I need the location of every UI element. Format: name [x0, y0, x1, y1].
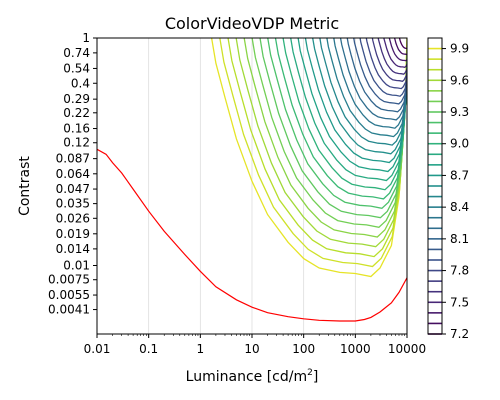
contour-line [359, 38, 407, 97]
colorbar-tick-label: 8.4 [450, 200, 469, 214]
y-axis-label: Contrast [17, 156, 33, 216]
y-tick-label: 0.026 [56, 211, 90, 225]
contour-line [377, 38, 407, 75]
x-tick-label: 1000 [340, 342, 371, 356]
colorbar-tick-label: 7.8 [450, 264, 469, 278]
y-tick-label: 0.035 [56, 197, 90, 211]
threshold-curve [97, 148, 407, 322]
y-tick-label: 0.0041 [48, 303, 90, 317]
y-tick-label: 0.087 [56, 152, 90, 166]
y-tick-label: 0.54 [63, 61, 90, 75]
contour-line [383, 38, 407, 68]
colorbar-tick-label: 9.6 [450, 73, 469, 87]
colorbar-tick-label: 7.2 [450, 327, 469, 341]
colorbar-tick-label: 8.1 [450, 232, 469, 246]
y-tick-label: 0.22 [63, 106, 90, 120]
x-tick-label: 100 [292, 342, 315, 356]
colorbar-tick-label: 9.3 [450, 105, 469, 119]
y-tick-label: 0.047 [56, 182, 90, 196]
x-axis-label-end: ] [313, 369, 318, 385]
y-tick-label: 0.74 [63, 46, 90, 60]
y-tick-label: 1 [82, 31, 90, 45]
colorbar: 7.2 7.5 7.8 8.1 8.4 8.7 9.0 9.3 9.6 9.9 [427, 37, 469, 341]
contour-line [398, 38, 407, 50]
x-axis: 0.01 0.1 1 10 100 1000 10000 [84, 334, 426, 356]
contour-line [388, 38, 407, 62]
contour-line [339, 38, 407, 121]
x-tick-label: 10 [244, 342, 259, 356]
contour-line [235, 38, 407, 248]
x-tick-label: 0.01 [84, 342, 111, 356]
y-tick-label: 0.12 [63, 136, 90, 150]
y-tick-label: 0.16 [63, 122, 90, 136]
contour-line [353, 38, 407, 105]
y-tick-label: 0.0055 [48, 288, 90, 302]
y-tick-label: 0.01 [63, 259, 90, 273]
x-axis-label: Luminance [cd/m2] [186, 368, 319, 385]
y-tick-label: 0.0075 [48, 273, 90, 287]
contour-line [365, 38, 407, 90]
contour-line [333, 38, 407, 129]
y-tick-label: 0.019 [56, 227, 90, 241]
colorbar-frame [427, 37, 443, 335]
y-tick-label: 0.29 [63, 92, 90, 106]
x-tick-label: 10000 [388, 342, 426, 356]
x-axis-label-superscript: 2 [307, 368, 313, 378]
x-tick-label: 1 [197, 342, 205, 356]
colorbar-tick-label: 9.9 [450, 42, 469, 56]
colorbar-tick-label: 8.7 [450, 168, 469, 182]
contour-line [393, 38, 407, 56]
contour-line [346, 38, 407, 113]
colorbar-tick-label: 9.0 [450, 137, 469, 151]
threshold-curve-group [97, 148, 407, 322]
contour-lines [210, 38, 407, 278]
y-axis: 10.740.540.40.290.220.160.120.0870.0640.… [48, 31, 97, 317]
x-tick-label: 0.1 [139, 342, 158, 356]
chart-title: ColorVideoVDP Metric [165, 14, 339, 33]
y-tick-label: 0.4 [71, 76, 90, 90]
colorbar-tick-label: 7.5 [450, 295, 469, 309]
contour-line [297, 38, 407, 173]
y-tick-label: 0.014 [56, 242, 90, 256]
y-tick-label: 0.064 [56, 167, 90, 181]
